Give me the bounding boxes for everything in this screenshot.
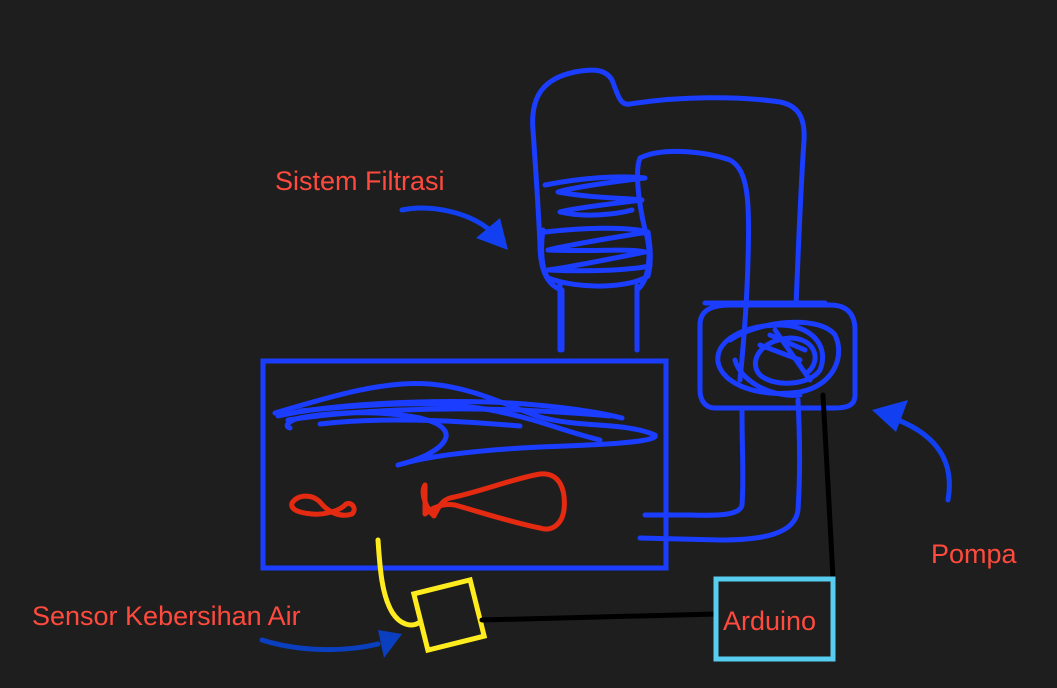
curved-arrow-icon (399, 205, 508, 250)
filter-inlet-stem (557, 279, 640, 353)
water-clarity-sensor (375, 537, 488, 654)
label-sistem-filtrasi: Sistem Filtrasi (275, 166, 445, 196)
curved-arrow-icon (259, 630, 402, 658)
sensor-box (410, 576, 488, 654)
filter-media-upper (542, 174, 648, 218)
sensor-to-arduino-wire (479, 611, 719, 623)
aquarium-tank (260, 358, 669, 571)
filter-housing (539, 227, 653, 289)
filtration-system (530, 67, 807, 383)
pump (637, 300, 858, 543)
fish-large-icon (420, 471, 567, 532)
tank-outline (260, 358, 669, 571)
pump-to-arduino-wire (820, 392, 836, 581)
pump-return-pipe (642, 407, 746, 518)
label-pompa: Pompa (931, 539, 1018, 569)
pump-outlet-pipe (637, 397, 802, 543)
sensor-probe-wire (375, 537, 423, 628)
curved-arrow-icon (872, 400, 952, 503)
arduino-board (713, 576, 836, 662)
filtration-pipe-right (634, 149, 752, 383)
signal-wires (479, 392, 836, 623)
filtration-tower-outline (530, 67, 807, 353)
water-scribble (272, 380, 658, 468)
arduino-box (713, 576, 836, 662)
label-sensor-kebersihan-air: Sensor Kebersihan Air (32, 601, 301, 631)
filter-media-lower (542, 225, 653, 274)
fish-small-icon (289, 493, 357, 518)
annotation-arrows (259, 205, 952, 658)
pump-housing (697, 302, 858, 411)
label-arduino: Arduino (723, 606, 816, 636)
pump-impeller-scribble (715, 319, 842, 398)
